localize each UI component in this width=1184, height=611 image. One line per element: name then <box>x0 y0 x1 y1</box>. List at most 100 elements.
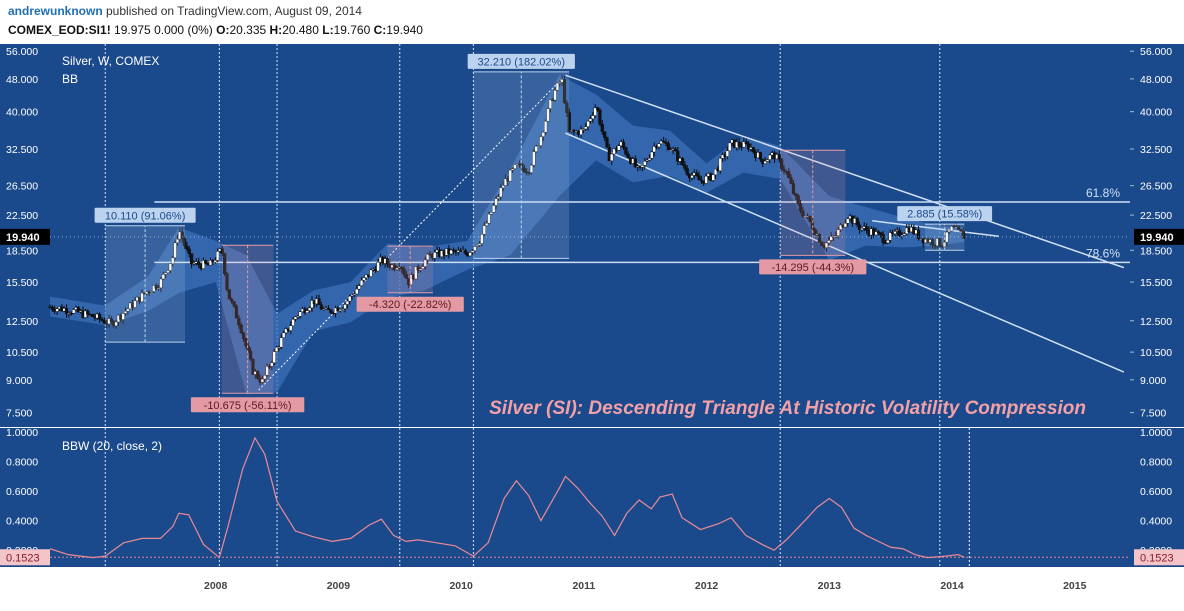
candle-body <box>900 234 904 237</box>
candle-body <box>213 260 217 263</box>
candle-body <box>652 146 656 153</box>
candle-body <box>492 205 496 213</box>
candle-body <box>683 164 687 169</box>
publish-line: andrewunknown published on TradingView.c… <box>8 4 362 18</box>
candle-body <box>666 143 670 151</box>
candle-body <box>657 143 661 148</box>
candle-body <box>737 141 741 147</box>
candle-body <box>97 313 102 320</box>
chart-area[interactable]: 61.8% 78.6% 10.110 (91.06%) -10.675 (-56.1… <box>0 44 1184 611</box>
candle-body <box>414 266 418 280</box>
candle-body <box>758 152 763 160</box>
price-tick-right: 56.000 <box>1140 46 1172 58</box>
candle-body <box>239 324 243 334</box>
candle-body <box>503 178 508 186</box>
candle-body <box>685 168 689 175</box>
candle-body <box>789 177 793 184</box>
candle-body <box>215 251 220 261</box>
price-tick-left: 15.500 <box>6 277 38 289</box>
candle-body <box>289 325 293 331</box>
candle-body <box>161 274 165 280</box>
high-label: H: <box>269 23 283 37</box>
candle-body <box>522 167 526 173</box>
candle-body <box>513 164 517 169</box>
candle-body <box>534 146 538 152</box>
open-label: O: <box>216 23 230 37</box>
bbw-last-box <box>0 549 50 566</box>
candle-body <box>473 246 477 251</box>
candle-body <box>362 277 366 281</box>
candle-body <box>140 292 144 303</box>
candle-body <box>883 242 888 244</box>
bbw-pane <box>0 428 1184 567</box>
candle-body <box>860 228 864 231</box>
candle-body <box>376 261 380 272</box>
candle-body <box>249 350 253 360</box>
candle-body <box>588 118 593 122</box>
author-link[interactable]: andrewunknown <box>8 4 103 18</box>
candle-body <box>305 310 309 313</box>
last-price-box <box>1134 228 1184 245</box>
low-label: L: <box>322 23 334 37</box>
candle-body <box>201 260 206 269</box>
candle-body <box>886 240 890 244</box>
candle-body <box>121 313 125 320</box>
candle-body <box>595 107 600 111</box>
candle-body <box>477 243 482 246</box>
candle-body <box>813 228 817 235</box>
candle-body <box>487 213 491 224</box>
price-tick-right: 40.000 <box>1140 107 1172 119</box>
candle-body <box>824 242 829 248</box>
candle-body <box>957 226 961 230</box>
candle-body <box>711 174 715 181</box>
bbw-legend: BBW (20, close, 2) <box>62 439 162 453</box>
candle-body <box>846 218 850 224</box>
candle-body <box>725 150 729 157</box>
candle-body <box>633 158 637 168</box>
candle-body <box>232 301 236 307</box>
candle-body <box>171 257 175 264</box>
candle-body <box>780 158 784 170</box>
measure-label-box <box>190 397 305 413</box>
candle-body <box>470 250 475 253</box>
trend-line <box>565 132 1125 373</box>
time-tick: 2008 <box>204 580 228 592</box>
candle-body <box>225 273 229 290</box>
candle-body <box>508 169 512 182</box>
candle-body <box>164 272 168 275</box>
price-change: 0.000 (0%) <box>154 23 213 37</box>
candle-body <box>494 198 498 206</box>
candle-body <box>857 224 862 231</box>
candle-body <box>742 141 746 148</box>
candle-body <box>449 249 453 255</box>
last-price-label: 19.940 <box>6 232 40 244</box>
last-price-box <box>0 228 50 245</box>
candle-body <box>251 359 255 375</box>
candle-body <box>605 137 609 148</box>
bbw-last-box <box>1134 549 1184 566</box>
candle-body <box>551 99 555 102</box>
candle-body <box>482 225 486 235</box>
published-text: published on TradingView.com, August 09,… <box>102 4 362 18</box>
open-value: 20.335 <box>229 23 267 37</box>
candle-body <box>274 346 279 352</box>
time-tick: 2010 <box>449 580 473 592</box>
candle-body <box>874 231 878 236</box>
candle-body <box>794 193 798 196</box>
candle-body <box>763 160 767 164</box>
bbw-tick-left: 0.6000 <box>6 486 38 498</box>
candle-body <box>90 314 95 318</box>
candle-body <box>579 129 583 135</box>
candle-body <box>902 233 906 236</box>
candle-body <box>400 266 404 270</box>
candle-body <box>893 231 897 235</box>
candle-body <box>662 140 666 143</box>
time-tick: 2011 <box>572 580 595 592</box>
measure-label: 2.885 (15.58%) <box>907 209 982 221</box>
price-tick-right: 18.500 <box>1140 245 1172 257</box>
price-tick-left: 18.500 <box>6 245 38 257</box>
time-tick: 2009 <box>327 580 351 592</box>
candle-body <box>284 328 288 334</box>
candle-body <box>468 252 472 257</box>
measure-label-box <box>897 206 993 222</box>
